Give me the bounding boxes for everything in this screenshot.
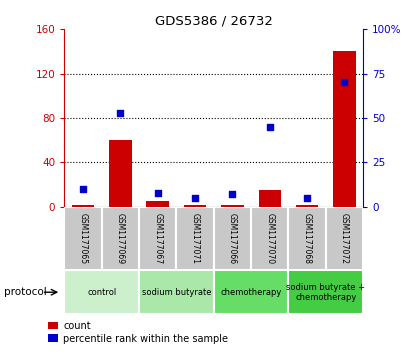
Point [80, 186, 86, 192]
Text: GSM1177066: GSM1177066 [228, 213, 237, 264]
Bar [64, 207, 102, 270]
Text: GSM1177071: GSM1177071 [190, 213, 200, 264]
Text: GSM1177072: GSM1177072 [340, 213, 349, 264]
Bar [288, 270, 363, 314]
Bar [259, 190, 281, 207]
Point [304, 195, 310, 201]
Bar [102, 207, 139, 270]
Bar [176, 207, 214, 270]
Text: chemotherapy: chemotherapy [220, 288, 282, 297]
Text: GSM1177069: GSM1177069 [116, 213, 125, 264]
Point [341, 79, 348, 85]
Legend: count, percentile rank within the sample: count, percentile rank within the sample [49, 321, 228, 344]
Bar [296, 205, 318, 207]
Text: sodium butyrate +
chemotherapy: sodium butyrate + chemotherapy [286, 282, 365, 302]
Text: GSM1177065: GSM1177065 [78, 213, 88, 264]
Bar [251, 207, 288, 270]
Point [154, 190, 161, 196]
Bar [326, 207, 363, 270]
Title: GDS5386 / 26732: GDS5386 / 26732 [155, 15, 273, 28]
Text: protocol: protocol [4, 287, 47, 297]
Bar [288, 207, 326, 270]
Text: GSM1177068: GSM1177068 [303, 213, 312, 264]
Bar [214, 207, 251, 270]
Bar [333, 51, 356, 207]
Bar [72, 205, 94, 207]
Point [229, 192, 236, 197]
Bar [139, 207, 176, 270]
Bar [109, 140, 132, 207]
Point [192, 195, 198, 201]
Point [266, 124, 273, 130]
Text: GSM1177067: GSM1177067 [153, 213, 162, 264]
Text: sodium butyrate: sodium butyrate [142, 288, 211, 297]
Bar [146, 201, 169, 207]
Bar [221, 205, 244, 207]
Text: control: control [87, 288, 116, 297]
Bar [214, 270, 288, 314]
Bar [64, 270, 139, 314]
Bar [184, 205, 206, 207]
Point [117, 110, 124, 115]
Bar [139, 270, 214, 314]
Text: GSM1177070: GSM1177070 [265, 213, 274, 264]
